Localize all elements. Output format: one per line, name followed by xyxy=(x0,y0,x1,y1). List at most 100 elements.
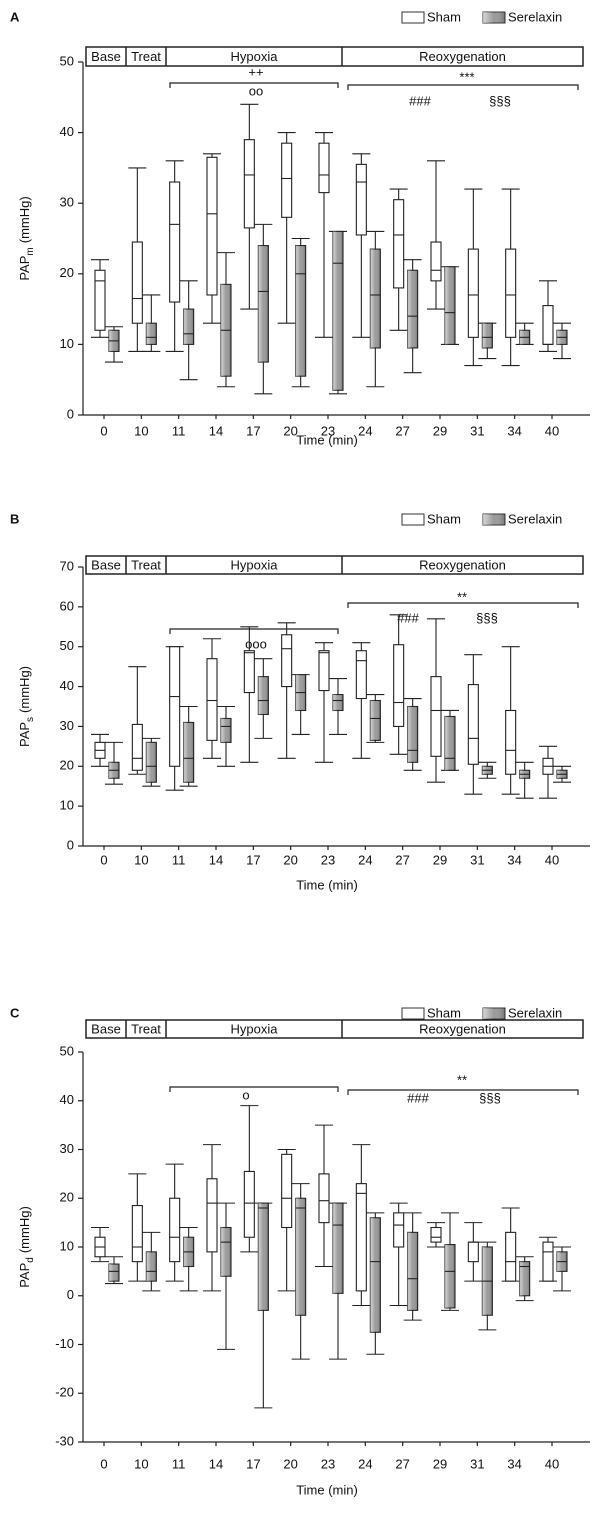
legend-label: Sham xyxy=(427,1005,461,1020)
x-tick-label: 20 xyxy=(283,852,297,867)
x-tick-label: 31 xyxy=(470,852,484,867)
x-tick-label: 10 xyxy=(134,423,148,438)
box xyxy=(281,142,293,218)
x-tick-label: 34 xyxy=(507,852,521,867)
y-tick-label: 70 xyxy=(60,558,74,573)
x-tick-label: 34 xyxy=(507,423,521,438)
legend-shade xyxy=(483,12,505,23)
annotation: ** xyxy=(457,589,467,604)
phase-label: Base xyxy=(91,49,121,64)
annotation: ooo xyxy=(245,636,267,651)
y-tick-label: -10 xyxy=(55,1336,74,1351)
box-shade xyxy=(109,1264,119,1282)
significance-bracket xyxy=(169,628,339,634)
box xyxy=(430,676,442,757)
x-axis-label: Time (min) xyxy=(296,432,358,447)
box xyxy=(281,634,293,688)
box-shade xyxy=(221,718,231,743)
box xyxy=(467,248,479,338)
box xyxy=(131,241,143,324)
box xyxy=(169,646,181,767)
annotation: §§§ xyxy=(489,93,511,108)
box-shade xyxy=(221,1227,231,1277)
box xyxy=(393,644,405,727)
significance-bracket xyxy=(347,602,579,608)
annotation: oo xyxy=(249,83,263,98)
legend-label: Sham xyxy=(427,511,461,526)
box-shade xyxy=(519,1261,530,1296)
x-tick-label: 27 xyxy=(395,852,409,867)
legend-label: Sham xyxy=(427,9,461,24)
x-tick-label: 29 xyxy=(433,852,447,867)
box-shade xyxy=(146,323,157,345)
legend-shade xyxy=(483,1008,505,1019)
y-tick-label: 0 xyxy=(67,406,74,421)
box xyxy=(430,1226,442,1243)
annotation: ++ xyxy=(248,64,263,79)
box-shade xyxy=(258,676,269,715)
y-tick-label: 20 xyxy=(60,1190,74,1205)
box xyxy=(393,199,405,289)
x-tick-label: 34 xyxy=(507,1456,521,1471)
box-shade xyxy=(370,249,381,348)
box-shade xyxy=(295,1198,306,1316)
y-label-main: PAP xyxy=(17,256,32,281)
box xyxy=(281,1153,293,1229)
x-tick-label: 23 xyxy=(321,423,335,438)
box-shade xyxy=(407,270,418,348)
x-tick-label: 23 xyxy=(321,1456,335,1471)
x-tick-label: 29 xyxy=(433,1456,447,1471)
box-shade xyxy=(146,742,157,783)
y-tick-label: 30 xyxy=(60,195,74,210)
annotation: ### xyxy=(397,610,419,625)
phase-bar xyxy=(85,46,584,67)
box-shade xyxy=(146,1251,157,1282)
y-tick-label: 50 xyxy=(60,638,74,653)
annotation: o xyxy=(242,1087,249,1102)
y-tick-label: 0 xyxy=(67,1287,74,1302)
phase-label: Treat xyxy=(131,557,161,572)
x-tick-label: 0 xyxy=(100,1456,107,1471)
box xyxy=(131,723,143,771)
x-tick-label: 31 xyxy=(470,1456,484,1471)
box xyxy=(206,156,218,296)
y-tick-label: 30 xyxy=(60,1141,74,1156)
y-axis-label: PAPd (mmHg) xyxy=(17,1206,35,1288)
box xyxy=(169,1197,181,1263)
x-tick-label: 27 xyxy=(395,423,409,438)
box xyxy=(243,139,255,229)
box xyxy=(542,305,554,345)
x-tick-label: 14 xyxy=(209,852,223,867)
box xyxy=(355,163,367,236)
x-tick-label: 24 xyxy=(358,423,372,438)
x-tick-label: 24 xyxy=(358,1456,372,1471)
x-tick-label: 27 xyxy=(395,1456,409,1471)
y-label-unit: (mmHg) xyxy=(17,666,32,713)
phase-label: Treat xyxy=(131,49,161,64)
box xyxy=(355,650,367,700)
x-tick-label: 11 xyxy=(172,1456,186,1471)
x-tick-label: 10 xyxy=(134,1456,148,1471)
box xyxy=(318,1173,330,1224)
phase-label: Hypoxia xyxy=(231,1021,279,1036)
box-shade xyxy=(482,323,493,348)
box-shade xyxy=(333,694,343,711)
panel-label: C xyxy=(10,1005,20,1020)
x-axis-label: Time (min) xyxy=(296,877,358,892)
x-tick-label: 24 xyxy=(358,852,372,867)
box-shade xyxy=(183,722,194,783)
box-shade xyxy=(370,700,381,741)
x-tick-label: 10 xyxy=(134,852,148,867)
significance-bracket xyxy=(347,1089,579,1095)
x-tick-label: 14 xyxy=(209,1456,223,1471)
x-tick-label: 40 xyxy=(545,852,559,867)
x-tick-label: 23 xyxy=(321,852,335,867)
significance-bracket xyxy=(347,84,579,90)
legend-swatch xyxy=(401,1007,425,1020)
x-tick-label: 40 xyxy=(545,1456,559,1471)
y-tick-label: 10 xyxy=(60,798,74,813)
box xyxy=(505,1231,517,1282)
y-axis-label: PAPm (mmHg) xyxy=(17,196,35,280)
box xyxy=(430,241,442,282)
